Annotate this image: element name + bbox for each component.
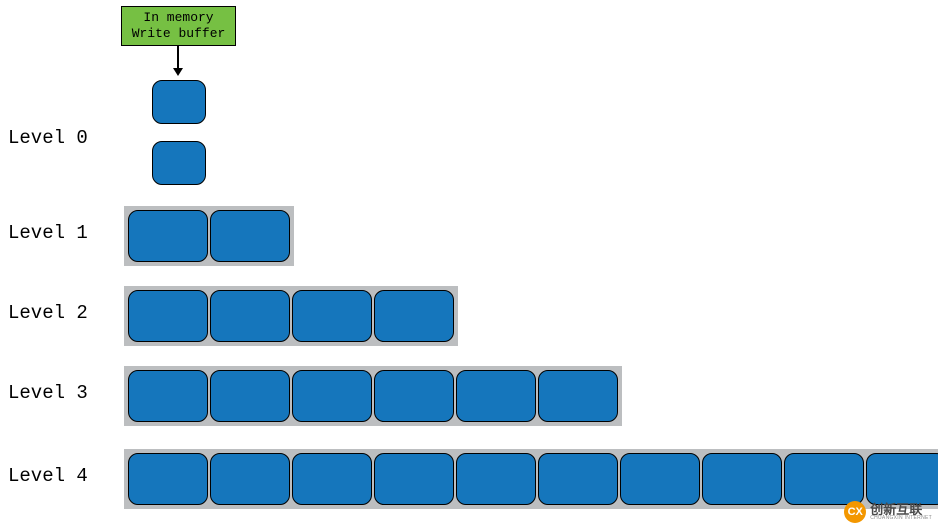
sst-block (292, 453, 372, 505)
level-1-row (124, 206, 294, 266)
sst-block (292, 290, 372, 342)
sst-block (538, 370, 618, 422)
level-label: Level 3 (8, 382, 88, 404)
sst-block (374, 453, 454, 505)
watermark-logo: CX (844, 501, 866, 523)
sst-block (210, 210, 290, 262)
write-buffer-box: In memory Write buffer (121, 6, 236, 46)
level-label: Level 2 (8, 302, 88, 324)
sst-block (866, 453, 938, 505)
watermark-logo-text: CX (848, 506, 863, 518)
level-0-block (152, 80, 206, 124)
sst-block (620, 453, 700, 505)
level-2-row (124, 286, 458, 346)
write-buffer-line1: In memory (143, 10, 213, 26)
sst-block (128, 453, 208, 505)
sst-block (456, 370, 536, 422)
sst-block (784, 453, 864, 505)
write-buffer-line2: Write buffer (132, 26, 226, 42)
sst-block (374, 370, 454, 422)
sst-block (374, 290, 454, 342)
level-label: Level 4 (8, 465, 88, 487)
sst-block (128, 210, 208, 262)
sst-block (292, 370, 372, 422)
level-3-row (124, 366, 622, 426)
sst-block (210, 290, 290, 342)
flush-arrow (170, 46, 186, 84)
sst-block (210, 370, 290, 422)
sst-block (702, 453, 782, 505)
level-label: Level 1 (8, 222, 88, 244)
sst-block (456, 453, 536, 505)
sst-block (128, 370, 208, 422)
sst-block (128, 290, 208, 342)
sst-block (538, 453, 618, 505)
level-0-block (152, 141, 206, 185)
sst-block (210, 453, 290, 505)
level-4-row (124, 449, 938, 509)
watermark-sub-text: CHUANGXIN INTERNET (870, 516, 932, 521)
watermark: CX 创新互联 CHUANGXIN INTERNET (844, 501, 932, 523)
level-label: Level 0 (8, 127, 88, 149)
